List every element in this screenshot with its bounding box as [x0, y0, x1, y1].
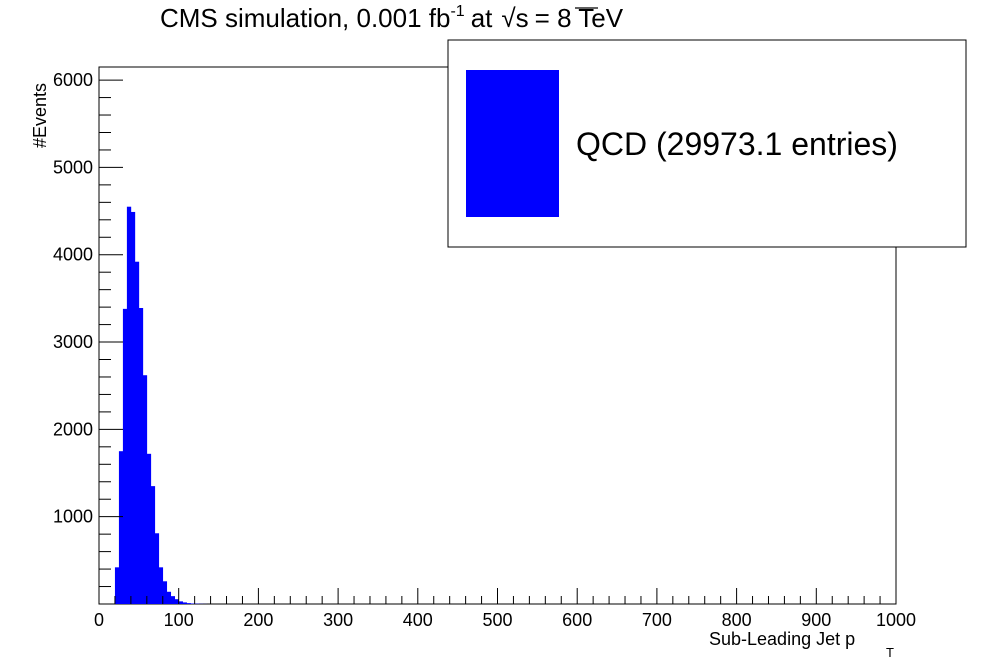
- title-exponent: -1: [450, 3, 464, 20]
- x-tick-label: 0: [94, 610, 104, 630]
- histogram-bar: [142, 375, 148, 604]
- title-at: at: [471, 3, 493, 33]
- y-tick-label: 2000: [53, 419, 93, 439]
- title-sqrt: √s: [501, 3, 528, 33]
- histogram-bar: [146, 453, 152, 604]
- title-main: CMS simulation, 0.001 fb: [160, 3, 450, 33]
- histogram-bar: [190, 603, 195, 604]
- histogram-bar: [134, 261, 140, 604]
- x-tick-label: 900: [801, 610, 831, 630]
- chart-title: CMS simulation, 0.001 fb-1 at √s = 8 TeV: [160, 3, 624, 33]
- x-axis-label: Sub-Leading Jet p: [709, 629, 855, 649]
- y-axis-label: #Events: [30, 83, 50, 148]
- x-axis-label-subscript: T: [886, 645, 894, 660]
- legend: QCD (29973.1 entries): [447, 39, 967, 248]
- y-tick-label: 6000: [53, 70, 93, 90]
- histogram-bar: [166, 591, 172, 604]
- histogram-bar: [170, 596, 176, 604]
- x-tick-label: 1000: [876, 610, 916, 630]
- x-tick-label: 400: [403, 610, 433, 630]
- x-tick-label: 300: [323, 610, 353, 630]
- histogram-bar: [126, 206, 132, 604]
- histogram-bars: [114, 206, 207, 604]
- y-tick-label: 3000: [53, 332, 93, 352]
- x-tick-label: 800: [722, 610, 752, 630]
- histogram-bar: [150, 486, 156, 604]
- histogram-bar: [130, 211, 136, 604]
- legend-swatch: [466, 70, 559, 217]
- histogram-bar: [162, 581, 168, 604]
- x-axis-label-main: Sub-Leading Jet p: [709, 629, 855, 649]
- legend-label: QCD (29973.1 entries): [576, 126, 898, 162]
- histogram-bar: [118, 451, 124, 604]
- histogram-bar: [174, 599, 179, 604]
- histogram-bar: [186, 603, 191, 604]
- histogram-bar: [158, 567, 164, 604]
- y-tick-label: 4000: [53, 245, 93, 265]
- x-tick-label: 600: [562, 610, 592, 630]
- y-tick-label: 1000: [53, 507, 93, 527]
- x-tick-label: 200: [243, 610, 273, 630]
- histogram-bar: [178, 601, 183, 604]
- histogram-bar: [154, 533, 160, 604]
- x-tick-label: 100: [164, 610, 194, 630]
- y-tick-label: 5000: [53, 157, 93, 177]
- histogram-bar: [122, 308, 128, 604]
- x-axis-ticks: 0 100 200 300 400 500 600 700 800 900 1000: [94, 588, 916, 630]
- histogram-bar: [114, 567, 120, 604]
- x-tick-label: 700: [642, 610, 672, 630]
- y-axis-ticks: 1000 2000 3000 4000 5000 6000: [53, 70, 123, 588]
- x-tick-label: 500: [482, 610, 512, 630]
- histogram-bar: [182, 602, 187, 604]
- histogram-bar: [138, 307, 144, 604]
